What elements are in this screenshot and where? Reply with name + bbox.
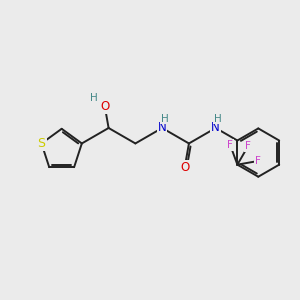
Text: S: S — [38, 137, 46, 150]
Text: H: H — [214, 114, 222, 124]
Text: H: H — [90, 93, 98, 103]
Text: N: N — [211, 122, 220, 134]
Text: F: F — [227, 140, 233, 150]
Text: N: N — [158, 122, 167, 134]
Text: F: F — [245, 141, 251, 151]
Text: H: H — [160, 114, 168, 124]
Text: O: O — [180, 161, 190, 174]
Text: O: O — [100, 100, 110, 113]
Text: F: F — [255, 156, 261, 166]
